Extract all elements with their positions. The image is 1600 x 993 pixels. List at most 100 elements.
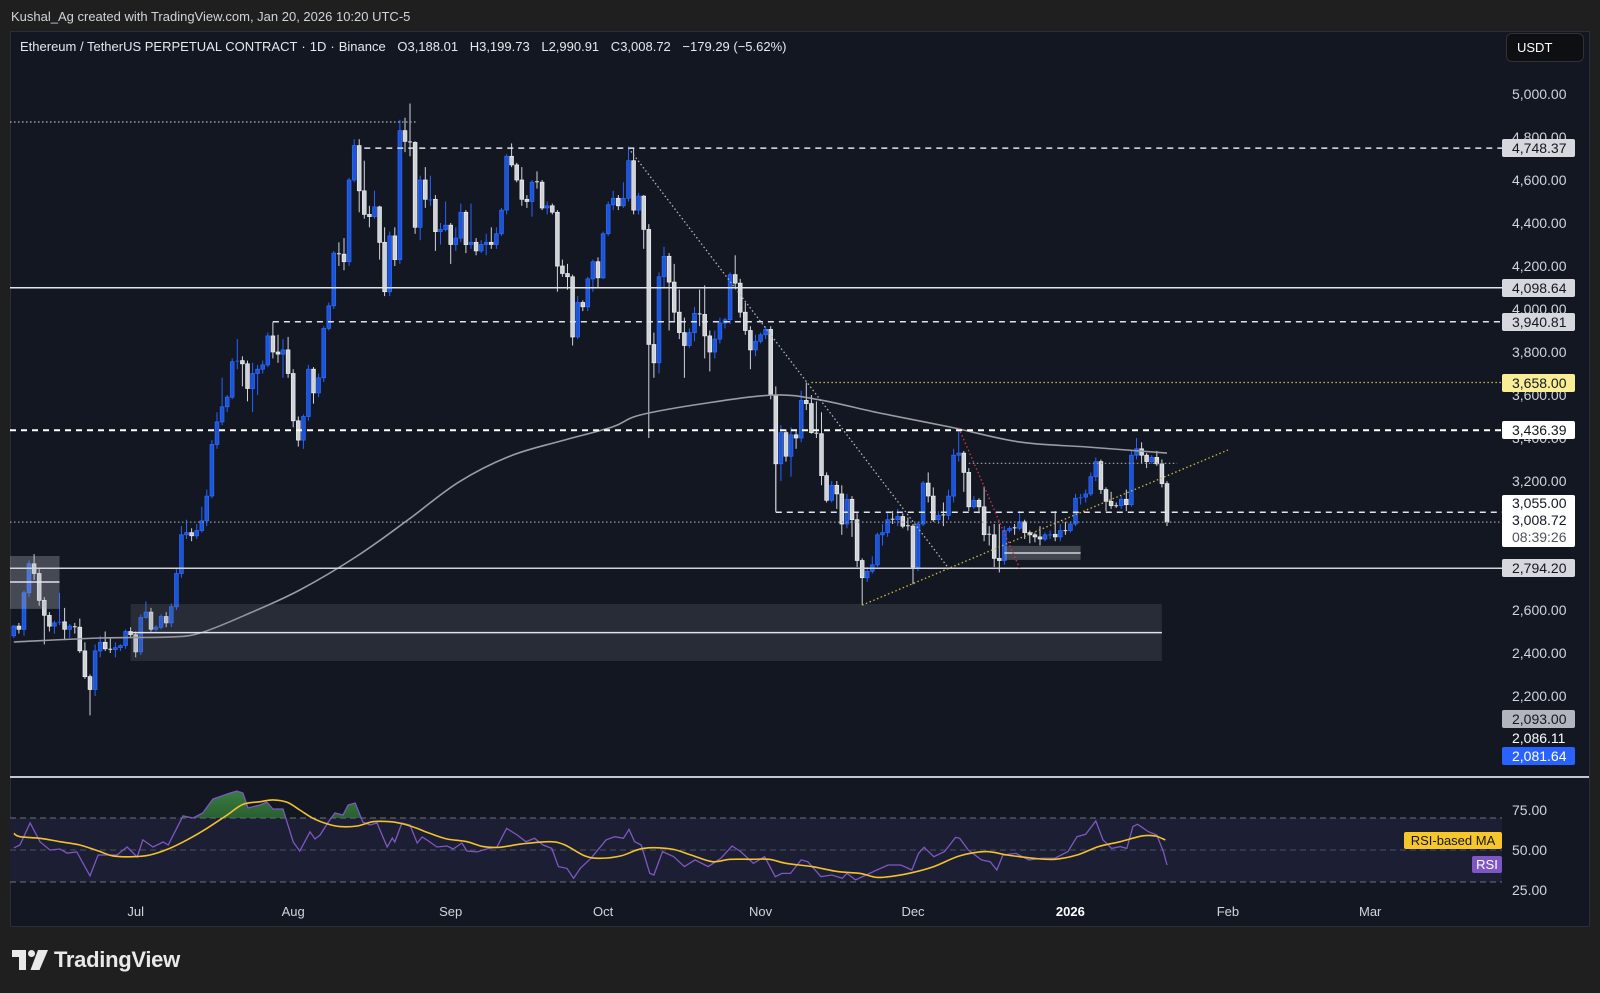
tradingview-logo: TradingView	[12, 947, 180, 972]
candle-body	[550, 205, 555, 213]
candle-body	[778, 432, 784, 465]
candle-body	[798, 400, 804, 439]
candle-body	[824, 475, 829, 501]
candle-body	[240, 360, 245, 365]
candle-body	[783, 432, 789, 457]
candle-body	[494, 233, 499, 245]
candle-body	[311, 368, 316, 394]
candle-body	[316, 377, 321, 394]
candle-body	[849, 498, 855, 521]
candle-body	[301, 416, 306, 441]
tradingview-wordmark: TradingView	[54, 947, 180, 972]
candle-body	[169, 606, 174, 624]
time-tick-label: Dec	[901, 904, 925, 919]
candle-body	[956, 452, 961, 456]
candle-body	[337, 253, 341, 255]
candle-body	[763, 329, 768, 336]
candle-body	[682, 332, 687, 346]
candle-body	[351, 145, 357, 181]
candle-body	[194, 530, 199, 537]
downtrend-line[interactable]	[627, 147, 950, 569]
candle-body	[346, 179, 352, 263]
price-level-badge: 3,940.81	[1502, 312, 1575, 331]
currency-unit-button[interactable]: USDT	[1506, 33, 1584, 62]
candle-body	[47, 615, 52, 627]
candle-body	[631, 160, 636, 211]
candle-body	[580, 302, 586, 308]
legend-separator: ·	[330, 39, 335, 54]
candle-body	[971, 499, 977, 508]
price-level-badge: 2,794.20	[1502, 559, 1575, 578]
candle-body	[148, 611, 154, 630]
price-tick-label: 2,400.00	[1512, 645, 1567, 661]
candle-body	[727, 274, 733, 321]
symbol-title: Ethereum / TetherUS PERPETUAL CONTRACT	[20, 39, 298, 54]
high-label: H	[469, 39, 480, 54]
legend-separator: ·	[301, 39, 306, 54]
candle-body	[636, 195, 641, 211]
candle-body	[1108, 501, 1114, 507]
candle-body	[189, 532, 194, 537]
candle-body	[1134, 448, 1139, 456]
candle-body	[788, 434, 794, 457]
close-label: C	[610, 39, 621, 54]
candle-body	[113, 647, 118, 651]
candle-body	[184, 532, 189, 536]
candle-body	[179, 534, 184, 574]
rsi-pane[interactable]	[10, 790, 1502, 883]
candle-body	[1159, 463, 1165, 484]
candle-body	[92, 650, 98, 690]
candle-body	[753, 340, 758, 351]
candle-body	[732, 274, 738, 284]
candle-body	[966, 472, 972, 508]
legend-close: C3,008.72	[611, 39, 671, 55]
candle-body	[555, 211, 560, 267]
candle-body	[1012, 527, 1017, 529]
candle-body	[397, 130, 403, 260]
candle-body	[57, 621, 62, 623]
candle-body	[829, 484, 834, 501]
candle-body	[1164, 483, 1170, 523]
open-value: 3,188.01	[407, 39, 459, 54]
candle-body	[885, 519, 890, 533]
candle-body	[997, 558, 1002, 561]
candle-body	[529, 181, 535, 202]
time-tick-label: Mar	[1358, 904, 1382, 919]
candle-body	[1007, 527, 1012, 531]
low-label: L	[541, 39, 549, 54]
candle-body	[229, 361, 235, 398]
candle-body	[1017, 521, 1022, 529]
candle-body	[1114, 505, 1119, 507]
candle-body	[560, 265, 565, 274]
candle-body	[519, 179, 525, 200]
candle-body	[1037, 536, 1043, 540]
candle-body	[87, 676, 93, 690]
candle-body	[433, 198, 438, 232]
candle-body	[661, 255, 667, 278]
candle-body	[280, 349, 286, 355]
candle-body	[626, 160, 631, 199]
candle-body	[11, 625, 17, 637]
price-level-badge: 4,748.37	[1502, 139, 1575, 158]
candle-body	[961, 452, 967, 473]
candle-body	[906, 525, 910, 527]
candle-body	[1032, 534, 1038, 538]
candle-body	[21, 592, 27, 630]
price-label: 2,081.64	[1502, 747, 1575, 765]
price-pane[interactable]	[10, 103, 1502, 716]
candle-body	[82, 650, 88, 678]
candle-body	[123, 631, 128, 646]
legend-low: L2,990.91	[541, 39, 599, 55]
candle-body	[265, 335, 271, 366]
candle-body	[67, 625, 72, 630]
candle-body	[204, 495, 210, 522]
open-label: O	[397, 39, 408, 54]
candle-body	[36, 573, 42, 601]
candle-body	[275, 351, 281, 355]
candle-body	[26, 563, 32, 594]
candle-body	[834, 484, 840, 495]
red-trend-line[interactable]	[958, 427, 1021, 569]
current-price-label: 3,055.00 3,008.72 08:39:26	[1502, 495, 1575, 547]
candle-body	[854, 519, 860, 561]
